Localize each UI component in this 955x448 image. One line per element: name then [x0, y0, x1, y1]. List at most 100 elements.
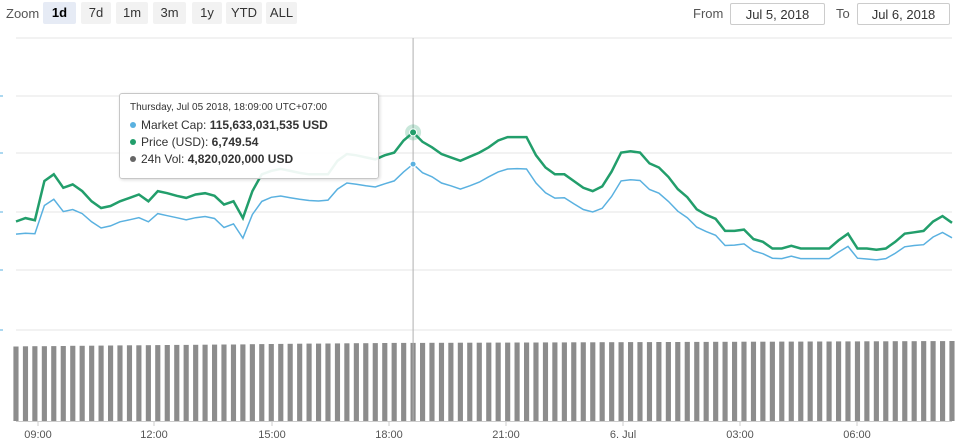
zoom-button-1y[interactable]: 1y [192, 2, 222, 24]
zoom-button-1m[interactable]: 1m [116, 2, 148, 24]
zoom-button-all[interactable]: ALL [266, 2, 297, 24]
volume-bar [249, 344, 255, 421]
chart-grid [16, 37, 952, 331]
volume-bar [911, 341, 917, 421]
volume-bar [665, 342, 671, 421]
x-tick-label: 21:00 [492, 429, 520, 441]
tooltip-row-market-cap: Market Cap: 115,633,031,535 USD [130, 117, 368, 134]
volume-bar [438, 342, 445, 421]
price-hover-point [409, 128, 418, 137]
tooltip-date: Thursday, Jul 05 2018, 18:09:00 UTC+07:0… [130, 102, 327, 113]
to-date-input[interactable] [857, 3, 950, 25]
volume-bar [382, 343, 388, 421]
volume-bar [136, 345, 142, 421]
volume-bar [70, 345, 76, 421]
market-cap-hover-point [409, 160, 417, 168]
x-axis: 09:00 12:00 15:00 18:00 21:00 6. Jul 03:00 06:0… [24, 421, 871, 441]
volume-bar [391, 342, 397, 421]
volume-bar [117, 345, 123, 421]
volume-bar [429, 342, 435, 421]
volume-bar [599, 342, 605, 421]
volume-bar [505, 342, 511, 421]
volume-bar [325, 343, 331, 421]
x-tick-label: 18:00 [375, 429, 403, 441]
volume-bar [22, 346, 29, 421]
range-selector-toolbar: Zoom 1d 7d 1m 3m 1y YTD ALL From To [0, 0, 955, 30]
volume-bar [902, 341, 908, 421]
zoom-button-7d[interactable]: 7d [81, 2, 111, 24]
from-label: From [693, 6, 724, 21]
volume-bar [713, 341, 719, 421]
zoom-button-1d[interactable]: 1d [43, 2, 76, 24]
volume-bar [524, 342, 530, 421]
volume-bar [287, 343, 293, 421]
x-tick-label: 15:00 [258, 429, 286, 441]
x-tick-label: 09:00 [24, 429, 52, 441]
volume-bar [155, 345, 161, 421]
volume-bar [221, 344, 227, 421]
tooltip-row-price: Price (USD): 6,749.54 [130, 134, 368, 151]
volume-bar [921, 341, 927, 421]
tooltip-value: 6,749.54 [211, 135, 259, 149]
from-date-input[interactable] [730, 3, 825, 25]
volume-bar [703, 341, 709, 421]
zoom-button-3m[interactable]: 3m [153, 2, 186, 24]
volume-bar [476, 342, 482, 421]
zoom-label: Zoom [6, 6, 40, 21]
volume-bar [193, 344, 199, 421]
volume-bar [372, 343, 378, 421]
tooltip-value: 115,633,031,535 USD [209, 118, 328, 132]
volume-bar [779, 341, 785, 421]
tooltip-label: Price (USD): [141, 135, 212, 149]
volume-bar [316, 343, 322, 421]
volume-bar [741, 341, 747, 421]
volume-bar [750, 341, 757, 421]
volume-bar [590, 342, 596, 421]
volume-bar [949, 341, 955, 421]
tooltip-label: 24h Vol: [141, 152, 188, 166]
volume-series [13, 341, 955, 421]
volume-bar [420, 342, 426, 421]
volume-bar [448, 342, 454, 421]
volume-bar [892, 341, 898, 421]
volume-bar [940, 341, 946, 421]
x-tick-label: 03:00 [726, 429, 754, 441]
volume-bar [675, 342, 681, 421]
volume-bar [13, 346, 19, 421]
volume-bar [334, 343, 341, 421]
volume-bar [656, 342, 662, 421]
volume-bar [467, 342, 473, 421]
volume-bar [788, 341, 794, 421]
volume-bar [230, 344, 237, 421]
volume-bar [769, 341, 775, 421]
volume-bar [864, 341, 870, 421]
volume-bar [108, 345, 114, 421]
tooltip-label: Market Cap: [141, 118, 210, 132]
volume-bar [552, 342, 558, 421]
volume-bar [836, 341, 842, 421]
volume-bar [60, 346, 66, 421]
x-tick-label: 6. Jul [610, 429, 636, 441]
zoom-button-ytd[interactable]: YTD [226, 2, 262, 24]
volume-bar [637, 342, 643, 421]
volume-bar [618, 342, 624, 421]
volume-bar [202, 344, 208, 421]
volume-bar [514, 342, 520, 421]
volume-bar [98, 345, 104, 421]
market-cap-line [15, 163, 953, 261]
volume-bar [817, 341, 823, 421]
volume-bar [278, 343, 284, 421]
volume-bar [561, 342, 567, 421]
volume-bar [89, 345, 95, 421]
x-tick-label: 06:00 [843, 429, 871, 441]
volume-bar [609, 342, 615, 421]
volume-bar [571, 342, 577, 421]
volume-bar [32, 346, 38, 421]
price-line [15, 130, 953, 252]
volume-bar [807, 341, 813, 421]
volume-bar [344, 343, 350, 421]
volume-bar [628, 342, 634, 421]
volume-bar [798, 341, 804, 421]
volume-bar [580, 342, 586, 421]
